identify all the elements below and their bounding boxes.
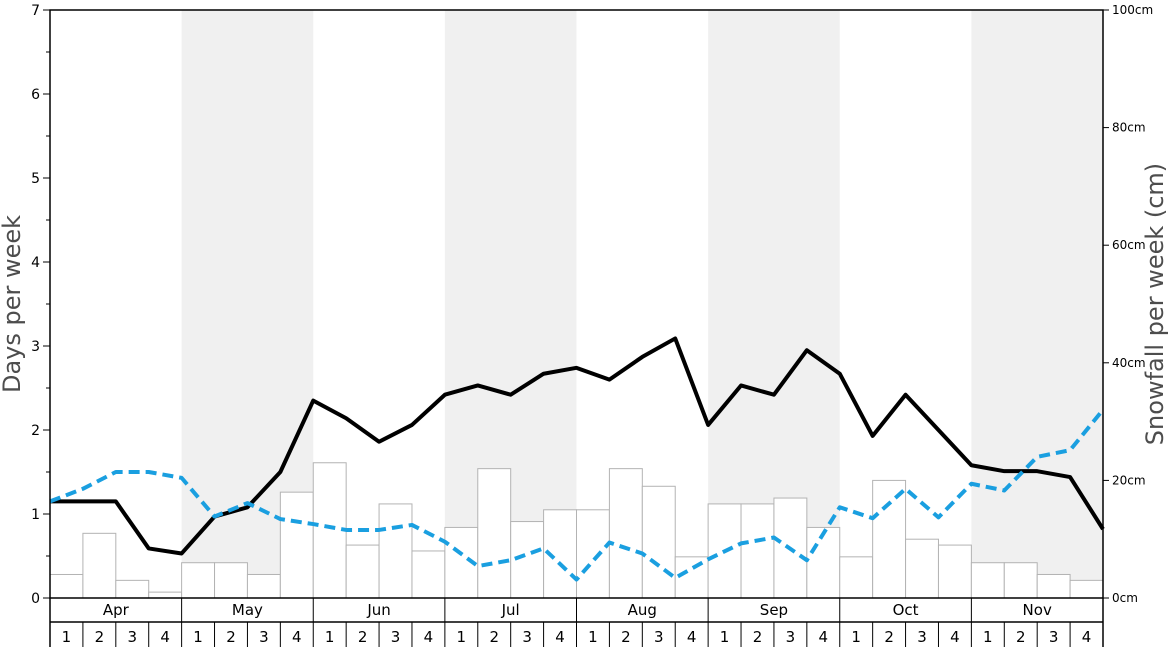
right-tick-label: 80cm bbox=[1112, 121, 1146, 135]
month-label-apr: Apr bbox=[103, 601, 130, 619]
week-label: 3 bbox=[391, 628, 401, 646]
snowfall-bar bbox=[82, 532, 117, 599]
snowfall-bar bbox=[1003, 562, 1038, 599]
dashed-series-line bbox=[49, 408, 1105, 582]
axes bbox=[43, 9, 1109, 647]
snowfall-bar bbox=[49, 573, 84, 599]
left-tick-label: 6 bbox=[31, 87, 40, 103]
week-label: 1 bbox=[193, 628, 203, 646]
month-label-oct: Oct bbox=[893, 601, 919, 619]
snowfall-bar bbox=[674, 556, 709, 599]
week-label: 1 bbox=[983, 628, 993, 646]
snowfall-bar bbox=[214, 562, 248, 599]
week-label: 3 bbox=[786, 628, 796, 646]
snowfall-bar bbox=[148, 591, 183, 599]
snowfall-bar bbox=[905, 538, 939, 599]
week-label: 2 bbox=[95, 628, 105, 646]
week-label: 4 bbox=[424, 628, 434, 646]
week-label: 3 bbox=[917, 628, 927, 646]
right-tick-label: 20cm bbox=[1112, 473, 1146, 487]
month-label-nov: Nov bbox=[1023, 601, 1052, 619]
month-label-aug: Aug bbox=[628, 601, 657, 619]
left-tick-label: 4 bbox=[31, 255, 40, 271]
week-label: 2 bbox=[1016, 628, 1026, 646]
month-label-jul: Jul bbox=[501, 601, 520, 619]
left-tick-label: 1 bbox=[31, 507, 40, 523]
right-tick-label: 100cm bbox=[1112, 3, 1153, 17]
month-label-sep: Sep bbox=[760, 601, 788, 619]
week-label: 3 bbox=[654, 628, 664, 646]
week-label: 3 bbox=[1049, 628, 1059, 646]
week-label: 2 bbox=[489, 628, 499, 646]
week-label: 4 bbox=[160, 628, 170, 646]
snowfall-bar bbox=[641, 485, 676, 599]
snowfall-bar bbox=[345, 544, 380, 599]
right-tick-label: 40cm bbox=[1112, 356, 1146, 370]
week-label: 1 bbox=[851, 628, 861, 646]
week-label: 4 bbox=[950, 628, 960, 646]
week-label: 4 bbox=[819, 628, 829, 646]
snowfall-bar bbox=[279, 491, 314, 599]
right-axis-title: Snowfall per week (cm) bbox=[1141, 163, 1168, 445]
snowfall-bar bbox=[839, 556, 874, 599]
left-tick-label: 5 bbox=[31, 171, 40, 187]
week-label: 4 bbox=[1082, 628, 1092, 646]
month-shading bbox=[181, 10, 1103, 598]
right-tick-label: 0cm bbox=[1112, 591, 1138, 605]
week-label: 1 bbox=[325, 628, 335, 646]
week-label: 2 bbox=[621, 628, 631, 646]
month-band-nov bbox=[971, 10, 1103, 598]
left-axis-title: Days per week bbox=[0, 215, 26, 393]
week-label: 2 bbox=[884, 628, 894, 646]
snowfall-bar bbox=[1069, 579, 1104, 599]
week-label: 3 bbox=[127, 628, 137, 646]
snowfall-bar bbox=[872, 479, 907, 599]
week-label: 3 bbox=[522, 628, 532, 646]
snowfall-bar bbox=[740, 503, 775, 599]
month-label-jun: Jun bbox=[366, 601, 390, 619]
left-tick-label: 3 bbox=[31, 339, 40, 355]
snowfall-bar bbox=[1036, 573, 1071, 599]
axis-labels: 0 1 2 3 4 5 6 7 0cm 20cm 40cm 60cm 80cm 100cm Apr May Ju… bbox=[0, 3, 1168, 646]
data-lines bbox=[49, 336, 1105, 582]
snowfall-bar bbox=[312, 462, 347, 599]
week-label: 4 bbox=[292, 628, 302, 646]
left-tick-label: 0 bbox=[31, 591, 40, 607]
week-label: 1 bbox=[720, 628, 730, 646]
snowfall-bar bbox=[970, 562, 1005, 599]
snowfall-bar bbox=[608, 468, 643, 599]
week-label: 1 bbox=[62, 628, 72, 646]
week-label: 2 bbox=[753, 628, 763, 646]
snowfall-bar bbox=[378, 503, 413, 599]
left-tick-label: 2 bbox=[31, 423, 40, 439]
snowfall-bars bbox=[49, 462, 1104, 599]
snowfall-bar bbox=[411, 550, 446, 599]
week-label: 4 bbox=[555, 628, 565, 646]
snowfall-bar bbox=[576, 509, 610, 599]
snowfall-bar bbox=[246, 573, 281, 599]
snowfall-bar bbox=[937, 544, 972, 599]
snowfall-bar bbox=[181, 562, 216, 599]
month-label-may: May bbox=[232, 601, 263, 619]
snowfall-bar bbox=[806, 526, 841, 599]
week-label: 3 bbox=[259, 628, 269, 646]
right-tick-label: 60cm bbox=[1112, 238, 1146, 252]
week-label: 1 bbox=[588, 628, 598, 646]
snowfall-bar bbox=[115, 579, 150, 599]
week-label: 1 bbox=[457, 628, 467, 646]
week-label: 4 bbox=[687, 628, 697, 646]
left-tick-label: 7 bbox=[31, 3, 40, 19]
week-label: 2 bbox=[226, 628, 236, 646]
solid-series-line bbox=[50, 336, 1105, 556]
week-label: 2 bbox=[358, 628, 368, 646]
snowfall-bar bbox=[477, 468, 512, 599]
